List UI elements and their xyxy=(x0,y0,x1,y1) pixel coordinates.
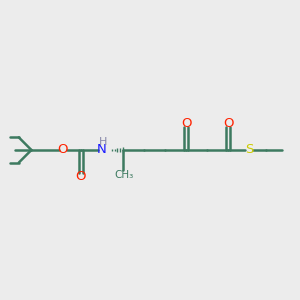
Text: O: O xyxy=(223,117,233,130)
Text: H: H xyxy=(99,137,108,148)
Text: O: O xyxy=(181,117,191,130)
Text: S: S xyxy=(245,143,253,157)
Text: O: O xyxy=(76,170,86,183)
Text: CH₃: CH₃ xyxy=(115,169,134,180)
Text: O: O xyxy=(58,143,68,157)
Text: N: N xyxy=(97,143,107,157)
